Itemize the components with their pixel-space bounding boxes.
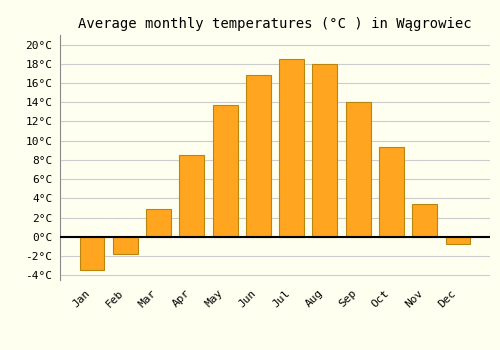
Bar — [379, 147, 404, 237]
Bar — [80, 237, 104, 271]
Bar — [412, 204, 437, 237]
Bar — [212, 105, 238, 237]
Title: Average monthly temperatures (°C ) in Wągrowiec: Average monthly temperatures (°C ) in Wą… — [78, 17, 472, 31]
Bar — [180, 155, 204, 237]
Bar — [346, 102, 370, 237]
Bar — [279, 59, 304, 237]
Bar — [146, 209, 171, 237]
Bar — [113, 237, 138, 254]
Bar — [446, 237, 470, 244]
Bar — [312, 64, 338, 237]
Bar — [246, 75, 271, 237]
